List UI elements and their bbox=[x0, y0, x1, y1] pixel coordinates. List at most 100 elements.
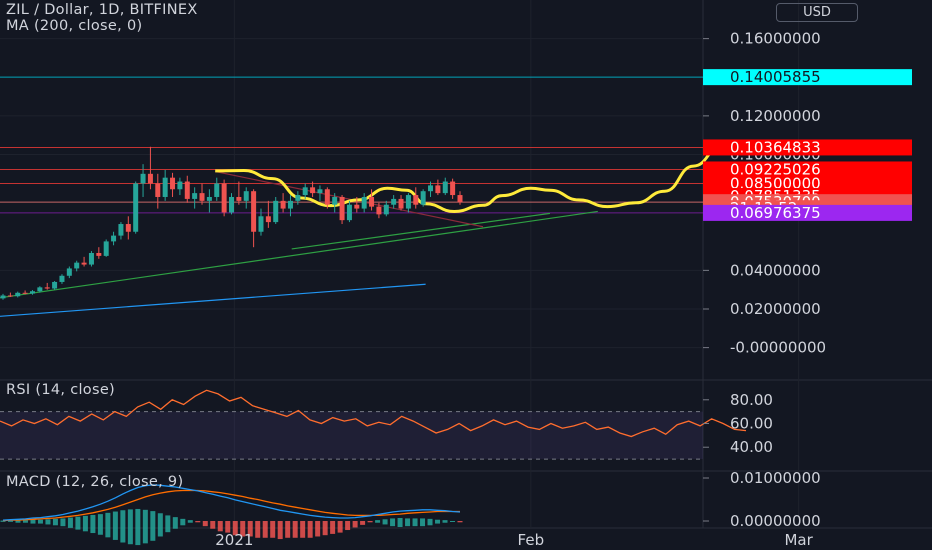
candle-body bbox=[457, 195, 463, 203]
candle-body bbox=[376, 206, 382, 215]
macd-histogram-bar bbox=[367, 521, 373, 523]
candles bbox=[0, 146, 463, 300]
candle-body bbox=[287, 200, 293, 209]
macd-tick-label: 0.00000000 bbox=[730, 512, 821, 530]
macd-histogram-bar bbox=[360, 521, 366, 525]
macd-histogram-bar bbox=[442, 520, 448, 523]
candle-body bbox=[214, 183, 220, 197]
macd-histogram-bar bbox=[45, 519, 51, 525]
macd-histogram-bar bbox=[180, 518, 186, 526]
macd-histogram-bar bbox=[120, 510, 126, 543]
candle-body bbox=[170, 177, 176, 190]
rsi-title: RSI (14, close) bbox=[6, 382, 115, 398]
trend-line bbox=[291, 212, 551, 250]
rsi-tick-label: 40.00 bbox=[730, 438, 773, 456]
rsi-line bbox=[0, 389, 747, 438]
macd-histogram-bar bbox=[90, 514, 96, 534]
macd-pane: 0.01000000 0.00000000 bbox=[0, 469, 821, 546]
candle-body bbox=[332, 196, 338, 205]
trend-line bbox=[0, 283, 426, 317]
macd-histogram-bar bbox=[210, 521, 216, 529]
macd-histogram-bar bbox=[67, 517, 73, 528]
macd-histogram-bar bbox=[30, 519, 36, 524]
macd-histogram-bar bbox=[322, 521, 328, 536]
candle-body bbox=[147, 173, 153, 184]
price-tick-label: 0.16000000 bbox=[730, 30, 821, 48]
candle-body bbox=[428, 185, 434, 192]
price-label-text: 0.06976375 bbox=[730, 204, 821, 222]
candle-body bbox=[265, 216, 271, 223]
candle-body bbox=[420, 191, 426, 205]
macd-histogram-bar bbox=[277, 521, 283, 540]
time-axis-label: Mar bbox=[784, 531, 813, 549]
price-label-tag bbox=[703, 161, 912, 178]
macd-histogram-bar bbox=[397, 517, 403, 528]
rsi-tick-label: 80.00 bbox=[730, 391, 773, 409]
macd-histogram-bar bbox=[217, 521, 223, 532]
macd-histogram-bar bbox=[195, 521, 201, 523]
candle-body bbox=[81, 262, 87, 265]
macd-histogram-bar bbox=[97, 514, 103, 535]
macd-histogram-bar bbox=[135, 508, 141, 546]
macd-histogram-bar bbox=[105, 512, 111, 538]
macd-histogram-bar bbox=[345, 521, 351, 531]
rsi-tick-label: 60.00 bbox=[730, 415, 773, 433]
macd-histogram-bar bbox=[127, 509, 133, 545]
candle-body bbox=[15, 292, 21, 297]
macd-histogram-bar bbox=[412, 518, 418, 527]
macd-histogram-bar bbox=[7, 520, 13, 522]
candle-body bbox=[125, 224, 131, 232]
candle-body bbox=[118, 224, 124, 236]
macd-histogram-bar bbox=[285, 521, 291, 538]
macd-histogram-bar bbox=[337, 521, 343, 533]
candle-body bbox=[435, 185, 441, 194]
macd-histogram-bar bbox=[352, 521, 358, 528]
candle-body bbox=[450, 181, 456, 196]
macd-histogram-bar bbox=[270, 521, 276, 538]
macd-histogram-bar bbox=[37, 519, 43, 524]
candle-body bbox=[295, 195, 301, 201]
macd-histogram-bar bbox=[165, 515, 171, 533]
candle-body bbox=[258, 216, 264, 232]
macd-line bbox=[2, 484, 461, 521]
macd-signal-line bbox=[2, 489, 460, 522]
price-label-tag bbox=[703, 69, 912, 86]
price-label-text: 0.09225026 bbox=[730, 160, 821, 178]
price-tick-label: 0.04000000 bbox=[730, 261, 821, 279]
candle-body bbox=[324, 189, 330, 205]
price-tick-label: 0.02000000 bbox=[730, 300, 821, 318]
time-axis-label: 2021 bbox=[215, 531, 253, 549]
macd-histogram-bar bbox=[157, 513, 163, 537]
macd-histogram-bar bbox=[390, 518, 396, 527]
price-label-tag bbox=[703, 175, 912, 192]
trend-line bbox=[215, 170, 484, 228]
macd-histogram-bar bbox=[262, 521, 268, 538]
time-axis-label: Feb bbox=[518, 531, 545, 549]
macd-histogram-bar bbox=[187, 520, 193, 523]
macd-histogram-bar bbox=[15, 520, 21, 523]
currency-button[interactable]: USD bbox=[776, 3, 858, 22]
macd-histogram-bar bbox=[150, 511, 156, 541]
macd-histogram-bar bbox=[240, 521, 246, 537]
macd-histogram-bar bbox=[60, 518, 66, 527]
candle-body bbox=[103, 241, 109, 256]
candle-body bbox=[199, 193, 205, 201]
macd-histogram-bar bbox=[112, 511, 118, 540]
candle-body bbox=[251, 191, 257, 232]
macd-histogram-bar bbox=[202, 521, 208, 527]
macd-histogram-bar bbox=[300, 521, 306, 538]
candle-body bbox=[369, 196, 375, 207]
macd-histogram-bar bbox=[435, 519, 441, 524]
macd-histogram-bar bbox=[427, 518, 433, 526]
macd-histogram-bar bbox=[330, 521, 336, 534]
candle-body bbox=[221, 183, 227, 213]
candle-body bbox=[177, 181, 183, 190]
macd-histogram-bar bbox=[0, 520, 6, 522]
candle-body bbox=[229, 196, 234, 213]
macd-histogram-bar bbox=[457, 521, 463, 523]
candle-body bbox=[155, 183, 161, 197]
price-label-text: 0.14005855 bbox=[730, 68, 821, 86]
ma-indicator-label: MA (200, close, 0) bbox=[6, 18, 143, 34]
candle-body bbox=[405, 195, 411, 209]
